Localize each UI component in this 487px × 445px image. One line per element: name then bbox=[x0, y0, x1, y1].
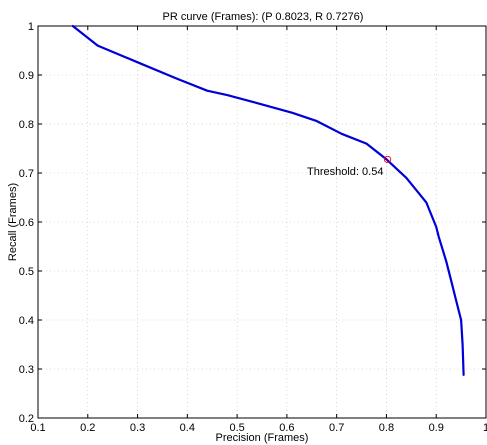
y-tick-label: 0.7 bbox=[19, 168, 34, 180]
x-tick-label: 0.7 bbox=[329, 422, 344, 434]
x-tick-label: 0.2 bbox=[80, 422, 95, 434]
operating-point-marker bbox=[383, 155, 392, 164]
grid-lines bbox=[38, 26, 486, 418]
y-tick-label: 1 bbox=[28, 21, 34, 33]
axis-ticks: 0.1 0.2 0.3 0.4 0.5 0.6 0.7 0.8 0.9 10.20.30.40.5… bbox=[19, 21, 487, 434]
x-tick-label: 0.5 bbox=[229, 422, 244, 434]
x-tick-label: 0.6 bbox=[279, 422, 294, 434]
threshold-annotation: Threshold: 0.54 bbox=[307, 166, 383, 178]
pr-curve-line bbox=[71, 24, 465, 376]
x-tick-label: 1 bbox=[483, 422, 487, 434]
x-tick-label: 0.1 bbox=[30, 422, 45, 434]
y-tick-label: 0.6 bbox=[19, 217, 34, 229]
y-tick-label: 0.3 bbox=[19, 364, 34, 376]
series-layer bbox=[71, 24, 465, 376]
x-tick-label: 0.9 bbox=[429, 422, 444, 434]
x-axis-title: Precision (Frames) bbox=[216, 432, 309, 444]
y-axis-title: Recall (Frames) bbox=[7, 183, 19, 261]
y-tick-label: 0.2 bbox=[19, 413, 34, 425]
x-tick-label: 0.3 bbox=[130, 422, 145, 434]
y-tick-label: 0.4 bbox=[19, 315, 34, 327]
y-tick-label: 0.8 bbox=[19, 119, 34, 131]
marker-layer bbox=[383, 155, 392, 164]
x-tick-label: 0.4 bbox=[180, 422, 195, 434]
chart-title: PR curve (Frames): (P 0.8023, R 0.7276) bbox=[163, 11, 364, 23]
y-tick-label: 0.5 bbox=[19, 266, 34, 278]
x-tick-label: 0.8 bbox=[379, 422, 394, 434]
y-tick-label: 0.9 bbox=[19, 70, 34, 82]
